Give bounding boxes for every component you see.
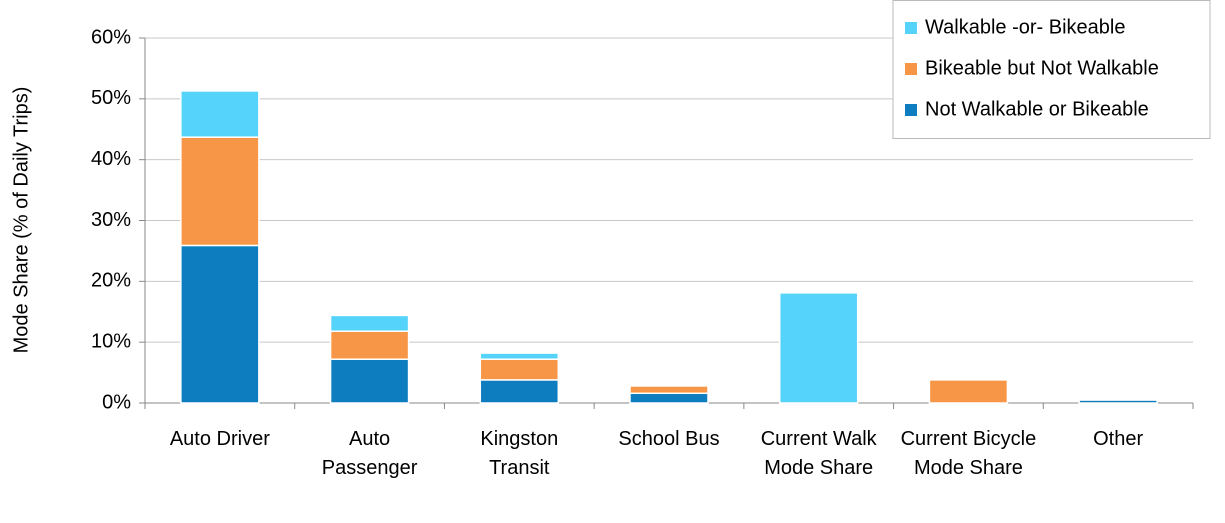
x-tick-label: Other <box>1093 428 1144 450</box>
y-tick-label: 0% <box>102 391 131 413</box>
x-tick-label: School Bus <box>618 428 720 450</box>
bar-segment <box>928 379 1009 404</box>
bar-segment <box>329 358 410 404</box>
legend-swatch <box>905 104 917 116</box>
bar-segment <box>180 136 260 247</box>
bar-segment <box>479 352 560 360</box>
bar-segment <box>329 314 410 332</box>
y-tick-label: 40% <box>91 148 131 170</box>
bar-segment <box>479 379 560 404</box>
legend-label: Walkable -or- Bikeable <box>925 16 1125 38</box>
y-tick-label: 30% <box>91 209 131 231</box>
y-axis-label: Mode Share (% of Daily Trips) <box>10 87 32 354</box>
legend-swatch <box>905 63 917 75</box>
x-tick-label: Current Bicycle Mode Share <box>900 428 1037 479</box>
y-tick-label: 60% <box>91 26 131 48</box>
bar-segment <box>629 392 709 404</box>
x-tick-label: Kingston Transit <box>480 428 559 479</box>
legend-label: Bikeable but Not Walkable <box>925 57 1159 79</box>
bar-segment <box>180 244 260 404</box>
y-tick-label: 50% <box>91 87 131 109</box>
x-tick-label: Auto Driver <box>169 428 270 450</box>
bar-segment <box>180 90 260 138</box>
bar-segment <box>329 330 410 360</box>
legend-label: Not Walkable or Bikeable <box>925 98 1149 120</box>
x-tick-label: Current Walk Mode Share <box>760 428 877 479</box>
y-tick-label: 10% <box>91 330 131 352</box>
legend-swatch <box>905 22 917 34</box>
x-tick-label: Auto Passenger <box>321 428 418 479</box>
bar-segment <box>479 358 560 381</box>
y-tick-label: 20% <box>91 270 131 292</box>
legend-box <box>892 0 1211 139</box>
bar-segment <box>629 385 709 395</box>
bar-segment <box>1078 397 1158 401</box>
bar-segment <box>778 292 859 404</box>
